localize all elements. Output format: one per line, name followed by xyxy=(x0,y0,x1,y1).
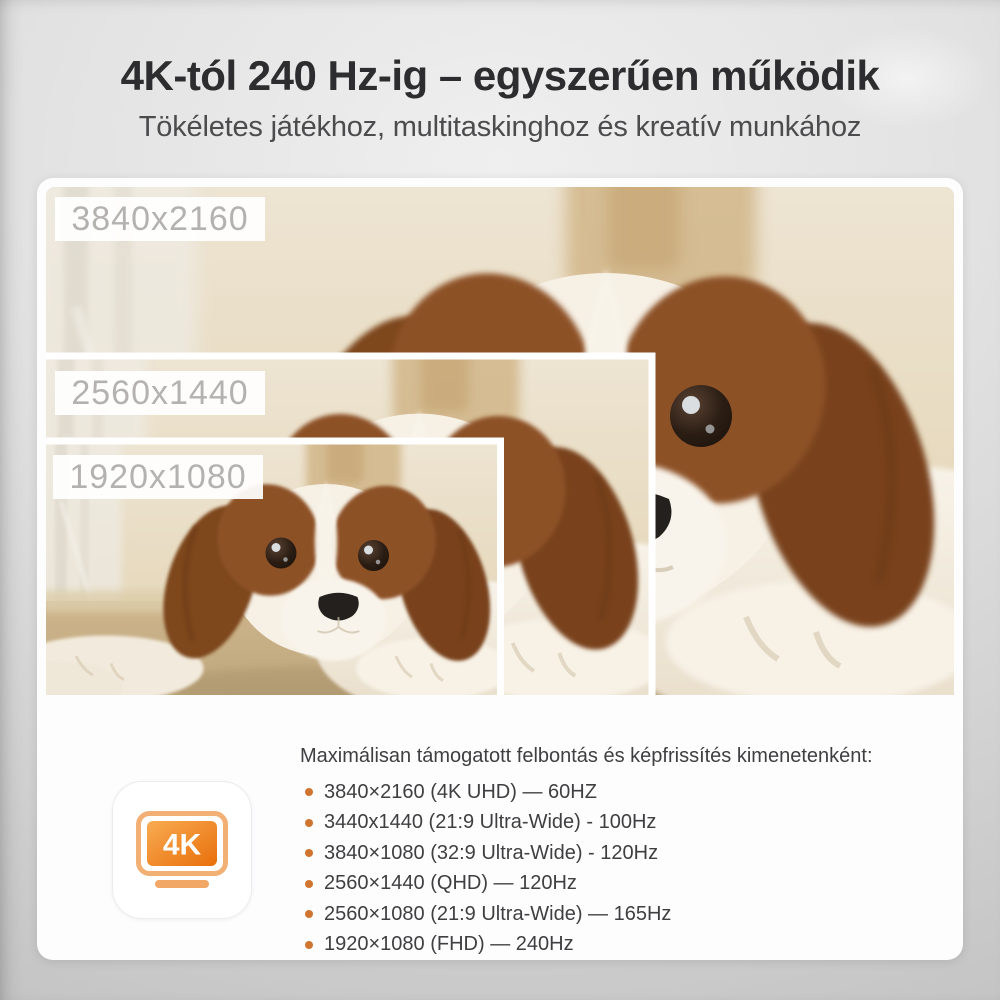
bullet-icon xyxy=(305,788,313,797)
4k-icon-label: 4K xyxy=(163,829,202,862)
spec-item-label: 3840×1080 (32:9 Ultra-Wide) - 120Hz xyxy=(324,841,659,864)
spec-item-label: 3840×2160 (4K UHD) — 60HZ xyxy=(324,780,597,803)
4k-monitor-icon: 4K xyxy=(136,811,228,888)
content-panel: 3840x2160 2560x1440 1920x1080 4K Maximál… xyxy=(37,178,963,960)
specs-block: Maximálisan támogatott felbontás és képf… xyxy=(300,743,950,960)
resolution-label-1920x1080: 1920x1080 xyxy=(53,455,263,499)
bullet-icon xyxy=(305,849,313,858)
spec-item-label: 3440x1440 (21:9 Ultra-Wide) - 100Hz xyxy=(324,811,657,834)
spec-item-fhd: 1920×1080 (FHD) — 240Hz xyxy=(300,930,950,961)
spec-item-4k-uhd: 3840×2160 (4K UHD) — 60HZ xyxy=(300,777,950,808)
spec-item-label: 2560×1080 (21:9 Ultra-Wide) — 165Hz xyxy=(324,902,672,925)
dog-photo-illustration xyxy=(46,187,954,695)
specs-heading: Maximálisan támogatott felbontás és képf… xyxy=(300,745,873,767)
spec-item-label: 2560×1440 (QHD) — 120Hz xyxy=(324,872,577,895)
spec-item-3840x1080: 3840×1080 (32:9 Ultra-Wide) - 120Hz xyxy=(300,838,950,869)
specs-list: 3840×2160 (4K UHD) — 60HZ 3440x1440 (21:… xyxy=(300,777,950,960)
bullet-icon xyxy=(305,910,313,919)
spec-item-qhd: 2560×1440 (QHD) — 120Hz xyxy=(300,869,950,900)
page-title: 4K-tól 240 Hz-ig – egyszerűen működik xyxy=(120,52,880,99)
resolution-comparison-photo xyxy=(46,187,954,695)
resolution-label-2560x1440: 2560x1440 xyxy=(55,371,265,415)
resolution-label-3840x2160: 3840x2160 xyxy=(55,197,265,241)
bullet-icon xyxy=(305,818,313,827)
4k-badge-card: 4K xyxy=(112,781,252,919)
page-subtitle: Tökéletes játékhoz, multitaskinghoz és k… xyxy=(138,111,862,144)
bullet-icon xyxy=(305,940,313,949)
spec-item-label: 1920×1080 (FHD) — 240Hz xyxy=(324,933,574,956)
bullet-icon xyxy=(305,879,313,888)
spec-item-2560x1080: 2560×1080 (21:9 Ultra-Wide) — 165Hz xyxy=(300,899,950,930)
specs-section: 4K Maximálisan támogatott felbontás és k… xyxy=(37,695,963,960)
spec-item-3440x1440: 3440x1440 (21:9 Ultra-Wide) - 100Hz xyxy=(300,808,950,839)
page-header: 4K-tól 240 Hz-ig – egyszerűen működik Tö… xyxy=(0,0,1000,144)
